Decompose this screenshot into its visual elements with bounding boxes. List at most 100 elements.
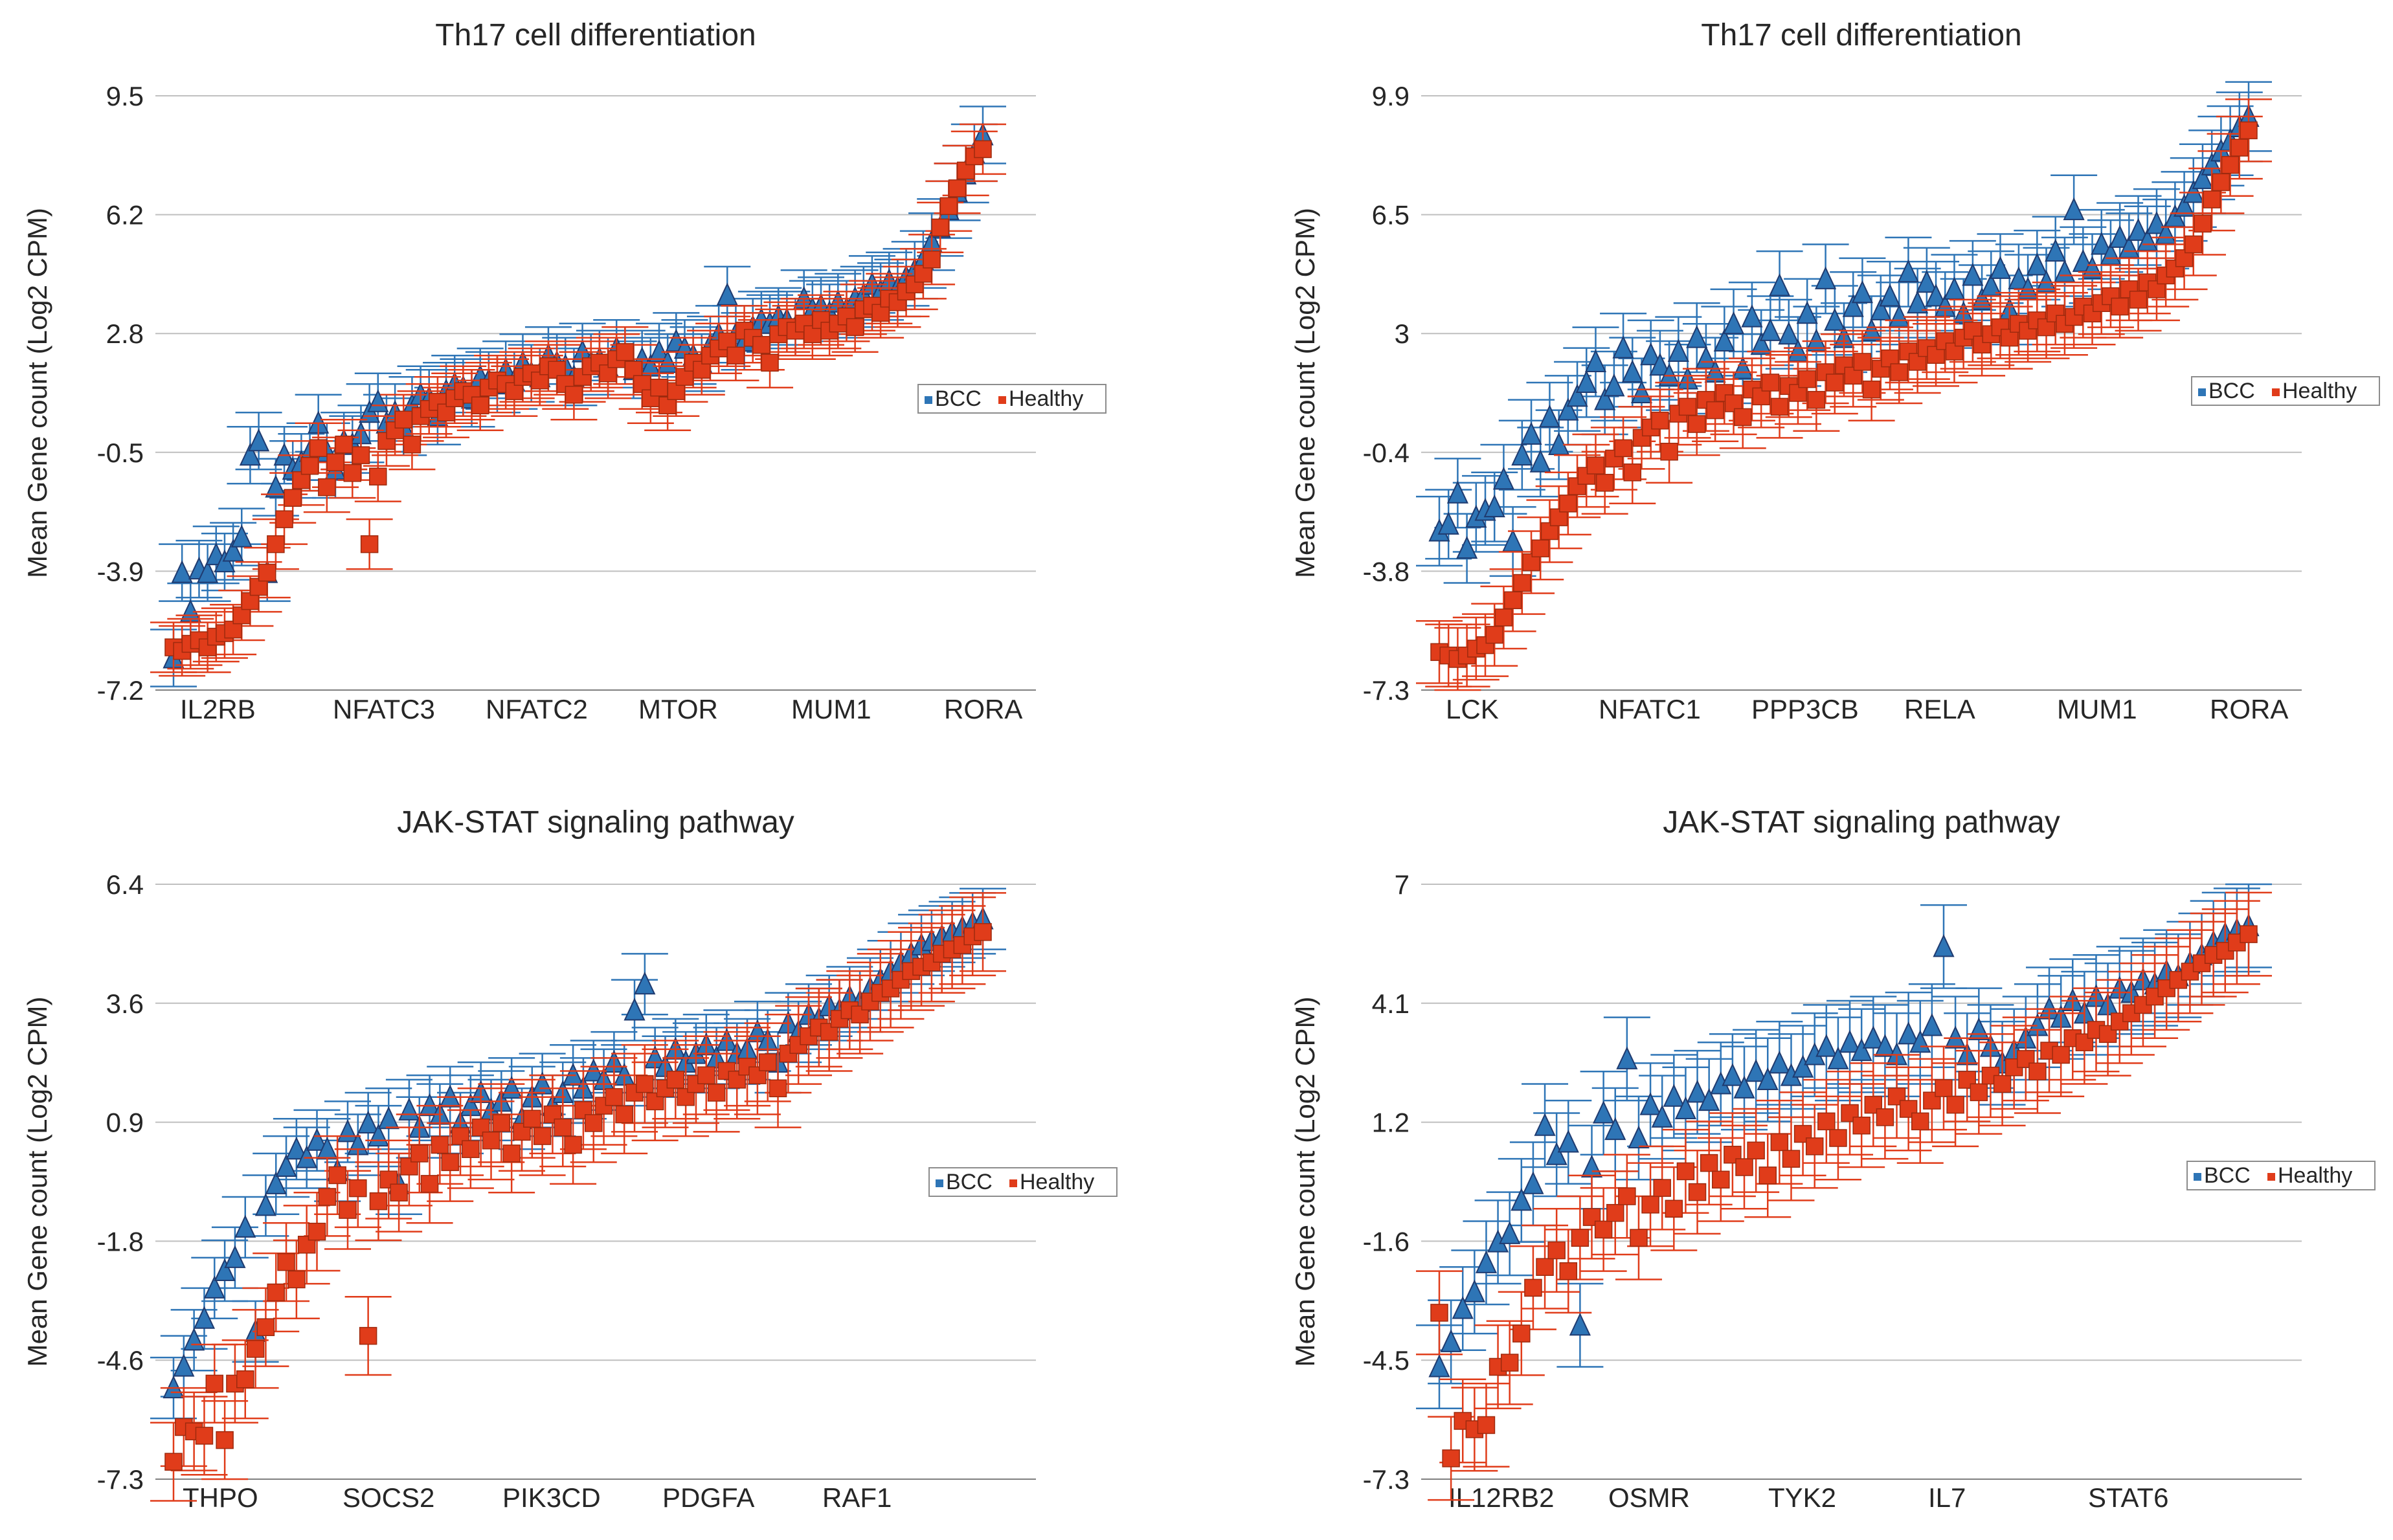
data-point-bcc <box>1604 1117 1626 1141</box>
x-tick-label: LCK <box>1446 694 1499 724</box>
y-tick-label: 4.1 <box>1372 988 1410 1019</box>
data-point-bcc <box>1839 1029 1861 1053</box>
data-point-healthy <box>636 1075 654 1093</box>
data-point-bcc <box>2091 232 2113 255</box>
data-point-healthy <box>267 1283 285 1302</box>
x-tick-label: PPP3CB <box>1751 694 1859 724</box>
data-point-healthy <box>1623 463 1642 482</box>
data-point-bcc <box>222 539 244 562</box>
data-point-healthy <box>284 489 302 507</box>
legend-label-bcc: BCC <box>2208 379 2255 403</box>
x-tick-label: MUM1 <box>2057 694 2137 724</box>
data-point-bcc <box>1511 1188 1533 1211</box>
legend-label-healthy: Healthy <box>2282 379 2357 403</box>
data-point-healthy <box>1630 1229 1648 1247</box>
data-point-bcc <box>2081 256 2104 279</box>
data-point-healthy <box>352 446 370 464</box>
data-point-bcc <box>2045 238 2067 262</box>
data-point-healthy <box>1715 384 1734 402</box>
data-point-healthy <box>1993 1075 2012 1093</box>
data-point-healthy <box>1864 1095 1883 1114</box>
data-point-healthy <box>300 456 319 475</box>
data-point-bcc <box>1722 1063 1744 1086</box>
data-point-bcc <box>1446 480 1468 504</box>
data-point-healthy <box>1862 380 1881 399</box>
legend-swatch-bcc <box>2194 1173 2201 1181</box>
data-point-healthy <box>1660 442 1678 461</box>
data-point-healthy <box>420 1175 439 1193</box>
data-point-healthy <box>2111 297 2129 316</box>
data-point-healthy <box>605 1088 624 1106</box>
data-point-bcc <box>1639 1092 1661 1115</box>
data-point-healthy <box>246 1340 265 1358</box>
data-point-healthy <box>974 923 992 941</box>
data-point-bcc <box>2146 211 2168 234</box>
x-tick-label: SOCS2 <box>343 1482 434 1513</box>
data-point-healthy <box>1853 353 1872 371</box>
x-tick-label: NFATC3 <box>333 694 435 724</box>
data-point-healthy <box>1571 1229 1590 1247</box>
legend-swatch-healthy <box>2272 388 2280 396</box>
data-point-healthy <box>1946 1095 1964 1114</box>
data-point-bcc <box>1792 1055 1814 1078</box>
data-point-healthy <box>1606 1203 1624 1222</box>
data-point-bcc <box>197 560 219 583</box>
data-point-healthy <box>1442 1449 1460 1467</box>
data-point-bcc <box>1851 280 1873 304</box>
data-point-healthy <box>318 478 336 497</box>
data-point-bcc <box>1962 263 1984 286</box>
data-point-healthy <box>1500 1354 1519 1372</box>
data-point-bcc <box>234 1214 256 1238</box>
data-point-bcc <box>1686 1079 1709 1103</box>
data-point-bcc <box>1933 934 1955 957</box>
legend-swatch-healthy <box>2267 1173 2275 1181</box>
data-point-bcc <box>1778 321 1800 345</box>
data-point-bcc <box>2063 197 2085 221</box>
data-point-bcc <box>224 1245 246 1268</box>
y-tick-label: 6.2 <box>106 200 144 230</box>
data-point-healthy <box>1653 1179 1671 1197</box>
data-point-bcc <box>1733 1075 1755 1099</box>
chart-panel-3: JAK-STAT signaling pathway Mean Gene coun… <box>22 805 1118 1513</box>
data-point-bcc <box>1862 1025 1884 1049</box>
data-point-healthy <box>1618 1187 1636 1205</box>
data-point-healthy <box>256 1318 275 1336</box>
y-tick-label: 7 <box>1395 869 1410 900</box>
data-point-healthy <box>267 535 285 553</box>
data-point-bcc <box>1759 318 1781 341</box>
data-point-healthy <box>1594 1220 1613 1239</box>
x-tick-label: NFATC1 <box>1599 694 1701 724</box>
data-point-bcc <box>1824 307 1846 331</box>
data-point-healthy <box>205 1374 224 1393</box>
data-point-healthy <box>1524 1278 1542 1297</box>
y-tick-label: -7.3 <box>1363 1464 1410 1495</box>
data-point-bcc <box>1566 383 1588 407</box>
data-point-healthy <box>1536 1258 1554 1276</box>
data-point-bcc <box>1796 300 1818 324</box>
data-point-healthy <box>1559 1262 1578 1280</box>
data-point-bcc <box>1463 1279 1485 1302</box>
legend-label-healthy: Healthy <box>1020 1170 1094 1194</box>
data-point-bcc <box>1713 328 1735 352</box>
y-axis-label: Mean Gene count (Log2 CPM) <box>1290 997 1320 1367</box>
data-point-healthy <box>554 1118 572 1137</box>
data-point-healthy <box>431 1135 449 1154</box>
data-point-healthy <box>308 1222 326 1241</box>
data-point-healthy <box>1770 397 1789 416</box>
legend-box <box>917 384 1107 414</box>
x-tick-label: NFATC2 <box>486 694 588 724</box>
data-point-healthy <box>616 343 635 361</box>
data-point-bcc <box>1538 405 1561 428</box>
data-point-healthy <box>923 251 941 269</box>
series-healthy <box>150 892 1006 1502</box>
data-point-healthy <box>258 563 276 582</box>
legend: BCC Healthy <box>928 1167 1118 1197</box>
data-point-healthy <box>1911 1112 1929 1131</box>
data-point-bcc <box>1815 1034 1837 1057</box>
y-tick-label: -1.6 <box>1363 1226 1410 1256</box>
data-point-healthy <box>1559 495 1577 513</box>
data-point-bcc <box>1529 449 1551 473</box>
data-point-healthy <box>1503 591 1522 609</box>
legend-swatch-healthy <box>1009 1179 1017 1187</box>
